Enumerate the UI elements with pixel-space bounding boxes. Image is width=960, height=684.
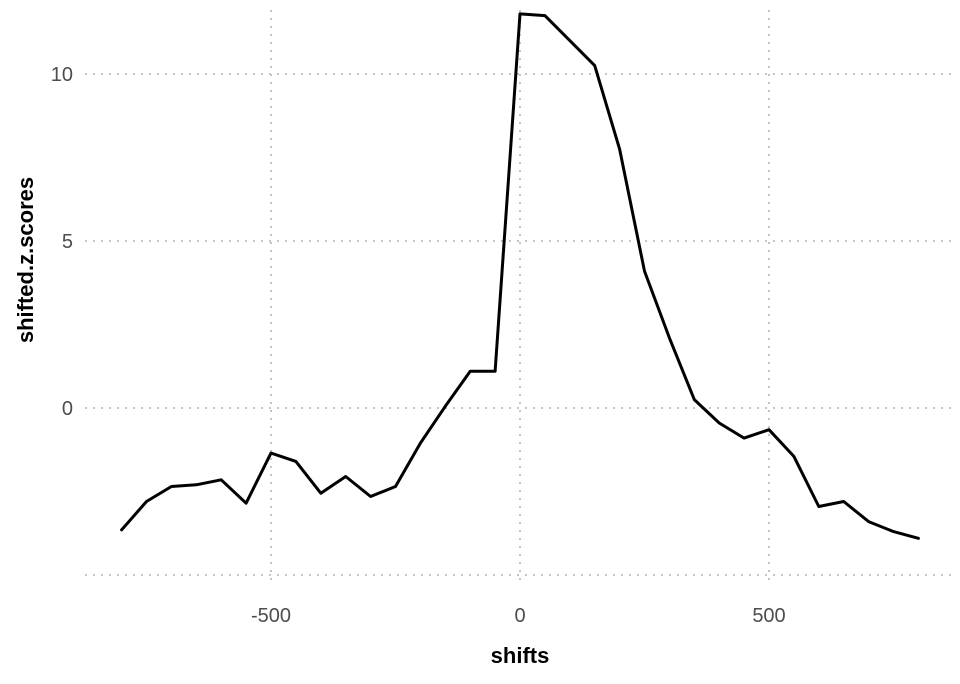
y-tick-label: 10 <box>51 64 73 86</box>
series-layer <box>120 12 920 540</box>
x-tick-label: 0 <box>514 605 525 627</box>
grid <box>85 10 957 585</box>
tick-labels: -500 0 500 0 5 10 <box>51 64 786 627</box>
y-tick-label: 0 <box>62 398 73 420</box>
y-axis-title: shifted.z.scores <box>13 177 38 343</box>
x-axis-title: shifts <box>491 643 550 668</box>
x-tick-label: 500 <box>752 605 785 627</box>
y-tick-label: 5 <box>62 231 73 253</box>
x-tick-label: -500 <box>251 605 291 627</box>
series-line <box>120 12 920 540</box>
